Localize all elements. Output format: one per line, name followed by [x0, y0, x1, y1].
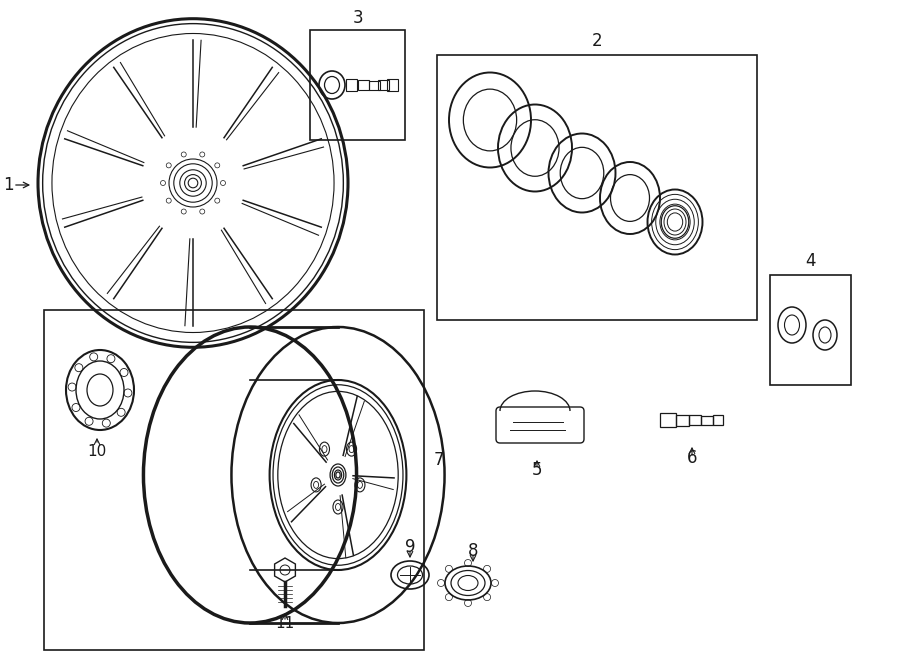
Bar	[346, 79, 357, 91]
Bar	[770, 275, 851, 385]
Text: 2: 2	[591, 32, 602, 50]
Text: 10: 10	[87, 444, 106, 459]
Bar	[701, 416, 713, 425]
Text: 11: 11	[275, 616, 294, 630]
Bar	[387, 79, 398, 91]
Bar	[713, 415, 723, 425]
Bar	[437, 55, 757, 320]
Bar	[378, 80, 389, 90]
Bar	[676, 415, 689, 426]
Text: 3: 3	[352, 9, 363, 27]
Bar	[369, 81, 380, 89]
Bar	[660, 413, 676, 427]
Text: 7: 7	[434, 451, 445, 469]
Text: 8: 8	[468, 542, 478, 560]
Bar	[358, 80, 369, 90]
Bar	[310, 30, 405, 140]
Text: 4: 4	[806, 252, 815, 270]
Text: 1: 1	[3, 176, 14, 194]
Bar	[689, 415, 701, 425]
Text: 6: 6	[687, 449, 698, 467]
Text: 5: 5	[532, 461, 542, 479]
Text: 9: 9	[405, 538, 415, 556]
Bar	[44, 310, 424, 650]
